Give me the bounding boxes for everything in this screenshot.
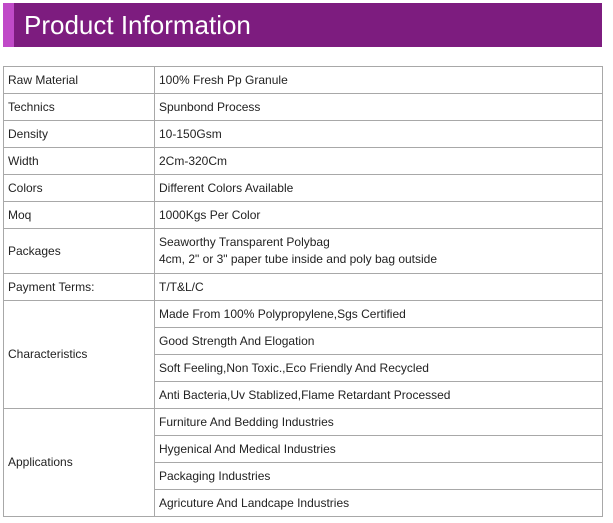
application-item: Agricuture And Landcape Industries	[154, 489, 603, 517]
section-header: Product Information	[3, 3, 602, 47]
product-info-table: Raw Material 100% Fresh Pp Granule Techn…	[3, 66, 603, 517]
table-row: Width 2Cm-320Cm	[3, 147, 603, 175]
row-label: Moq	[3, 201, 155, 229]
table-row: Soft Feeling,Non Toxic.,Eco Friendly And…	[4, 354, 603, 382]
table-row: Moq 1000Kgs Per Color	[3, 201, 603, 229]
row-label: Packages	[3, 228, 155, 274]
table-row: Applications Furniture And Bedding Indus…	[3, 408, 603, 517]
row-label: Payment Terms:	[3, 273, 155, 301]
row-value: Different Colors Available	[154, 174, 603, 202]
row-value: 10-150Gsm	[154, 120, 603, 148]
characteristic-item: Soft Feeling,Non Toxic.,Eco Friendly And…	[154, 354, 603, 382]
row-value: 1000Kgs Per Color	[154, 201, 603, 229]
table-row: Payment Terms: T/T&L/C	[3, 273, 603, 301]
characteristic-item: Good Strength And Elogation	[154, 327, 603, 355]
row-label: Density	[3, 120, 155, 148]
application-item: Hygenical And Medical Industries	[154, 435, 603, 463]
table-row: Agricuture And Landcape Industries	[4, 489, 603, 517]
page-title: Product Information	[24, 9, 251, 40]
table-row: Density 10-150Gsm	[3, 120, 603, 148]
row-label: Width	[3, 147, 155, 175]
characteristic-item: Made From 100% Polypropylene,Sgs Certifi…	[154, 300, 603, 328]
row-label: Raw Material	[3, 66, 155, 94]
table-row: Packages Seaworthy Transparent Polybag 4…	[3, 228, 603, 274]
row-label: Colors	[3, 174, 155, 202]
row-value: T/T&L/C	[154, 273, 603, 301]
packages-line-2: 4cm, 2" or 3" paper tube inside and poly…	[159, 252, 438, 266]
characteristics-label: Characteristics	[3, 300, 155, 409]
application-item: Packaging Industries	[154, 462, 603, 490]
packages-line-1: Seaworthy Transparent Polybag	[159, 235, 330, 249]
row-value: Spunbond Process	[154, 93, 603, 121]
row-value: Seaworthy Transparent Polybag 4cm, 2" or…	[154, 228, 603, 274]
table-row: Hygenical And Medical Industries	[4, 435, 603, 463]
table-row: Good Strength And Elogation	[4, 327, 603, 355]
table-row: Technics Spunbond Process	[3, 93, 603, 121]
table-row: Characteristics Made From 100% Polypropy…	[3, 300, 603, 409]
row-value: 2Cm-320Cm	[154, 147, 603, 175]
row-label: Technics	[3, 93, 155, 121]
characteristic-item: Anti Bacteria,Uv Stablized,Flame Retarda…	[154, 381, 603, 409]
header-accent-bar	[3, 3, 14, 47]
row-value: 100% Fresh Pp Granule	[154, 66, 603, 94]
applications-label: Applications	[3, 408, 155, 517]
table-row: Raw Material 100% Fresh Pp Granule	[3, 66, 603, 94]
application-item: Furniture And Bedding Industries	[154, 408, 603, 436]
table-row: Colors Different Colors Available	[3, 174, 603, 202]
